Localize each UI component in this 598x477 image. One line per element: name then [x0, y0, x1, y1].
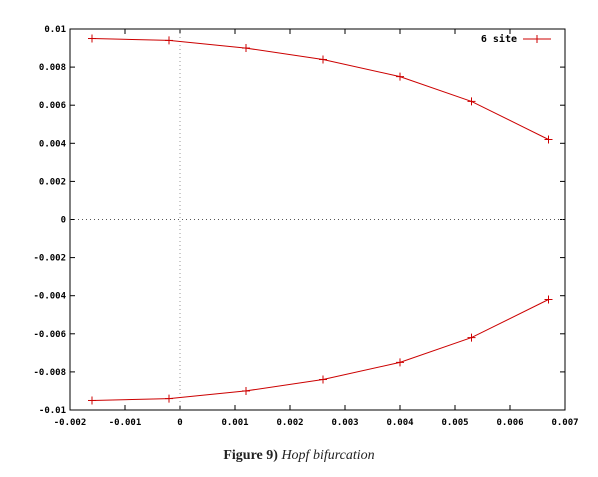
x-tick-label: 0.001	[221, 418, 248, 428]
y-tick-label: 0.01	[44, 25, 66, 35]
y-tick-label: 0.006	[39, 101, 66, 111]
data-point	[544, 295, 553, 304]
series-line	[91, 299, 549, 401]
data-point	[467, 333, 476, 342]
y-tick-label: 0.004	[39, 139, 67, 149]
x-tick-label: -0.001	[109, 418, 142, 428]
legend: 6 site	[481, 33, 551, 45]
data-point	[467, 97, 476, 106]
x-tick-label: 0.006	[496, 418, 523, 428]
tick-layer: -0.002 -0.001 0 0.001 0.002 0.003 0.004 0.005 0.…	[33, 25, 578, 428]
x-tick-label: 0.004	[386, 418, 414, 428]
data-point	[88, 34, 96, 43]
y-tick-label: 0.008	[39, 63, 66, 73]
data-point	[242, 386, 250, 395]
zero-axes	[70, 29, 565, 410]
data-point	[319, 375, 327, 384]
y-tick-label: -0.004	[33, 292, 66, 302]
x-tick-label: 0.005	[441, 418, 468, 428]
data-point	[533, 35, 541, 43]
data-point	[165, 394, 173, 403]
caption-text: Hopf bifurcation	[281, 448, 375, 463]
y-tick-label: -0.01	[39, 406, 66, 416]
x-tick-label: -0.002	[54, 418, 87, 428]
x-tick-label: 0.003	[331, 418, 358, 428]
data-point	[165, 36, 173, 45]
y-tick-label: 0	[61, 216, 66, 226]
y-tick-label: -0.002	[33, 254, 66, 264]
x-tick-label: 0	[177, 418, 182, 428]
data-point	[88, 396, 96, 405]
data-point	[242, 44, 250, 53]
x-tick-label: 0.007	[551, 418, 578, 428]
series-line	[91, 38, 549, 140]
y-tick-label: -0.006	[33, 330, 66, 340]
chart: -0.002 -0.001 0 0.001 0.002 0.003 0.004 0.005 0.…	[33, 25, 578, 428]
data-point	[396, 72, 404, 81]
y-tick-label: -0.008	[33, 368, 66, 378]
legend-label: 6 site	[481, 33, 517, 45]
data-point	[544, 135, 553, 144]
data-point	[319, 55, 327, 64]
caption-label: Figure 9)	[223, 448, 278, 463]
figure-caption: Figure 9) Hopf bifurcation	[0, 448, 598, 464]
x-tick-label: 0.002	[276, 418, 303, 428]
plot-frame	[69, 28, 566, 411]
y-tick-label: 0.002	[39, 177, 66, 187]
data-point	[396, 358, 404, 367]
series-layer	[88, 34, 553, 405]
